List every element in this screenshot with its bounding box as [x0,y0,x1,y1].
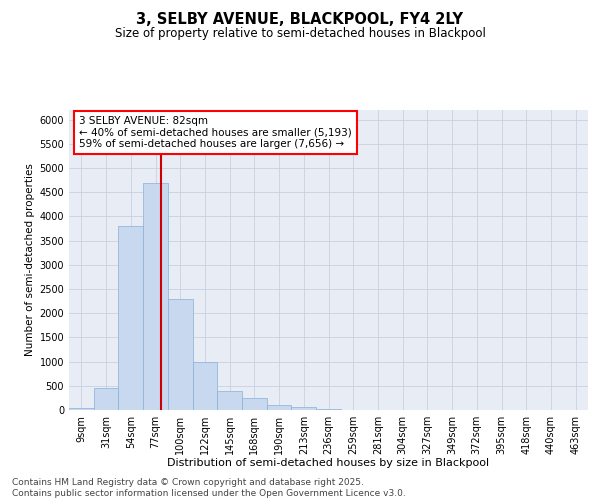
X-axis label: Distribution of semi-detached houses by size in Blackpool: Distribution of semi-detached houses by … [167,458,490,468]
Bar [316,409,341,410]
Bar [193,362,217,410]
Text: Contains HM Land Registry data © Crown copyright and database right 2025.
Contai: Contains HM Land Registry data © Crown c… [12,478,406,498]
Bar [69,408,94,410]
Bar [242,398,267,410]
Bar [168,298,193,410]
Y-axis label: Number of semi-detached properties: Number of semi-detached properties [25,164,35,356]
Bar [267,405,292,410]
Bar [143,182,168,410]
Text: Size of property relative to semi-detached houses in Blackpool: Size of property relative to semi-detach… [115,28,485,40]
Text: 3 SELBY AVENUE: 82sqm
← 40% of semi-detached houses are smaller (5,193)
59% of s: 3 SELBY AVENUE: 82sqm ← 40% of semi-deta… [79,116,352,149]
Bar [292,406,316,410]
Bar [118,226,143,410]
Bar [217,390,242,410]
Bar [94,388,118,410]
Text: 3, SELBY AVENUE, BLACKPOOL, FY4 2LY: 3, SELBY AVENUE, BLACKPOOL, FY4 2LY [137,12,464,28]
